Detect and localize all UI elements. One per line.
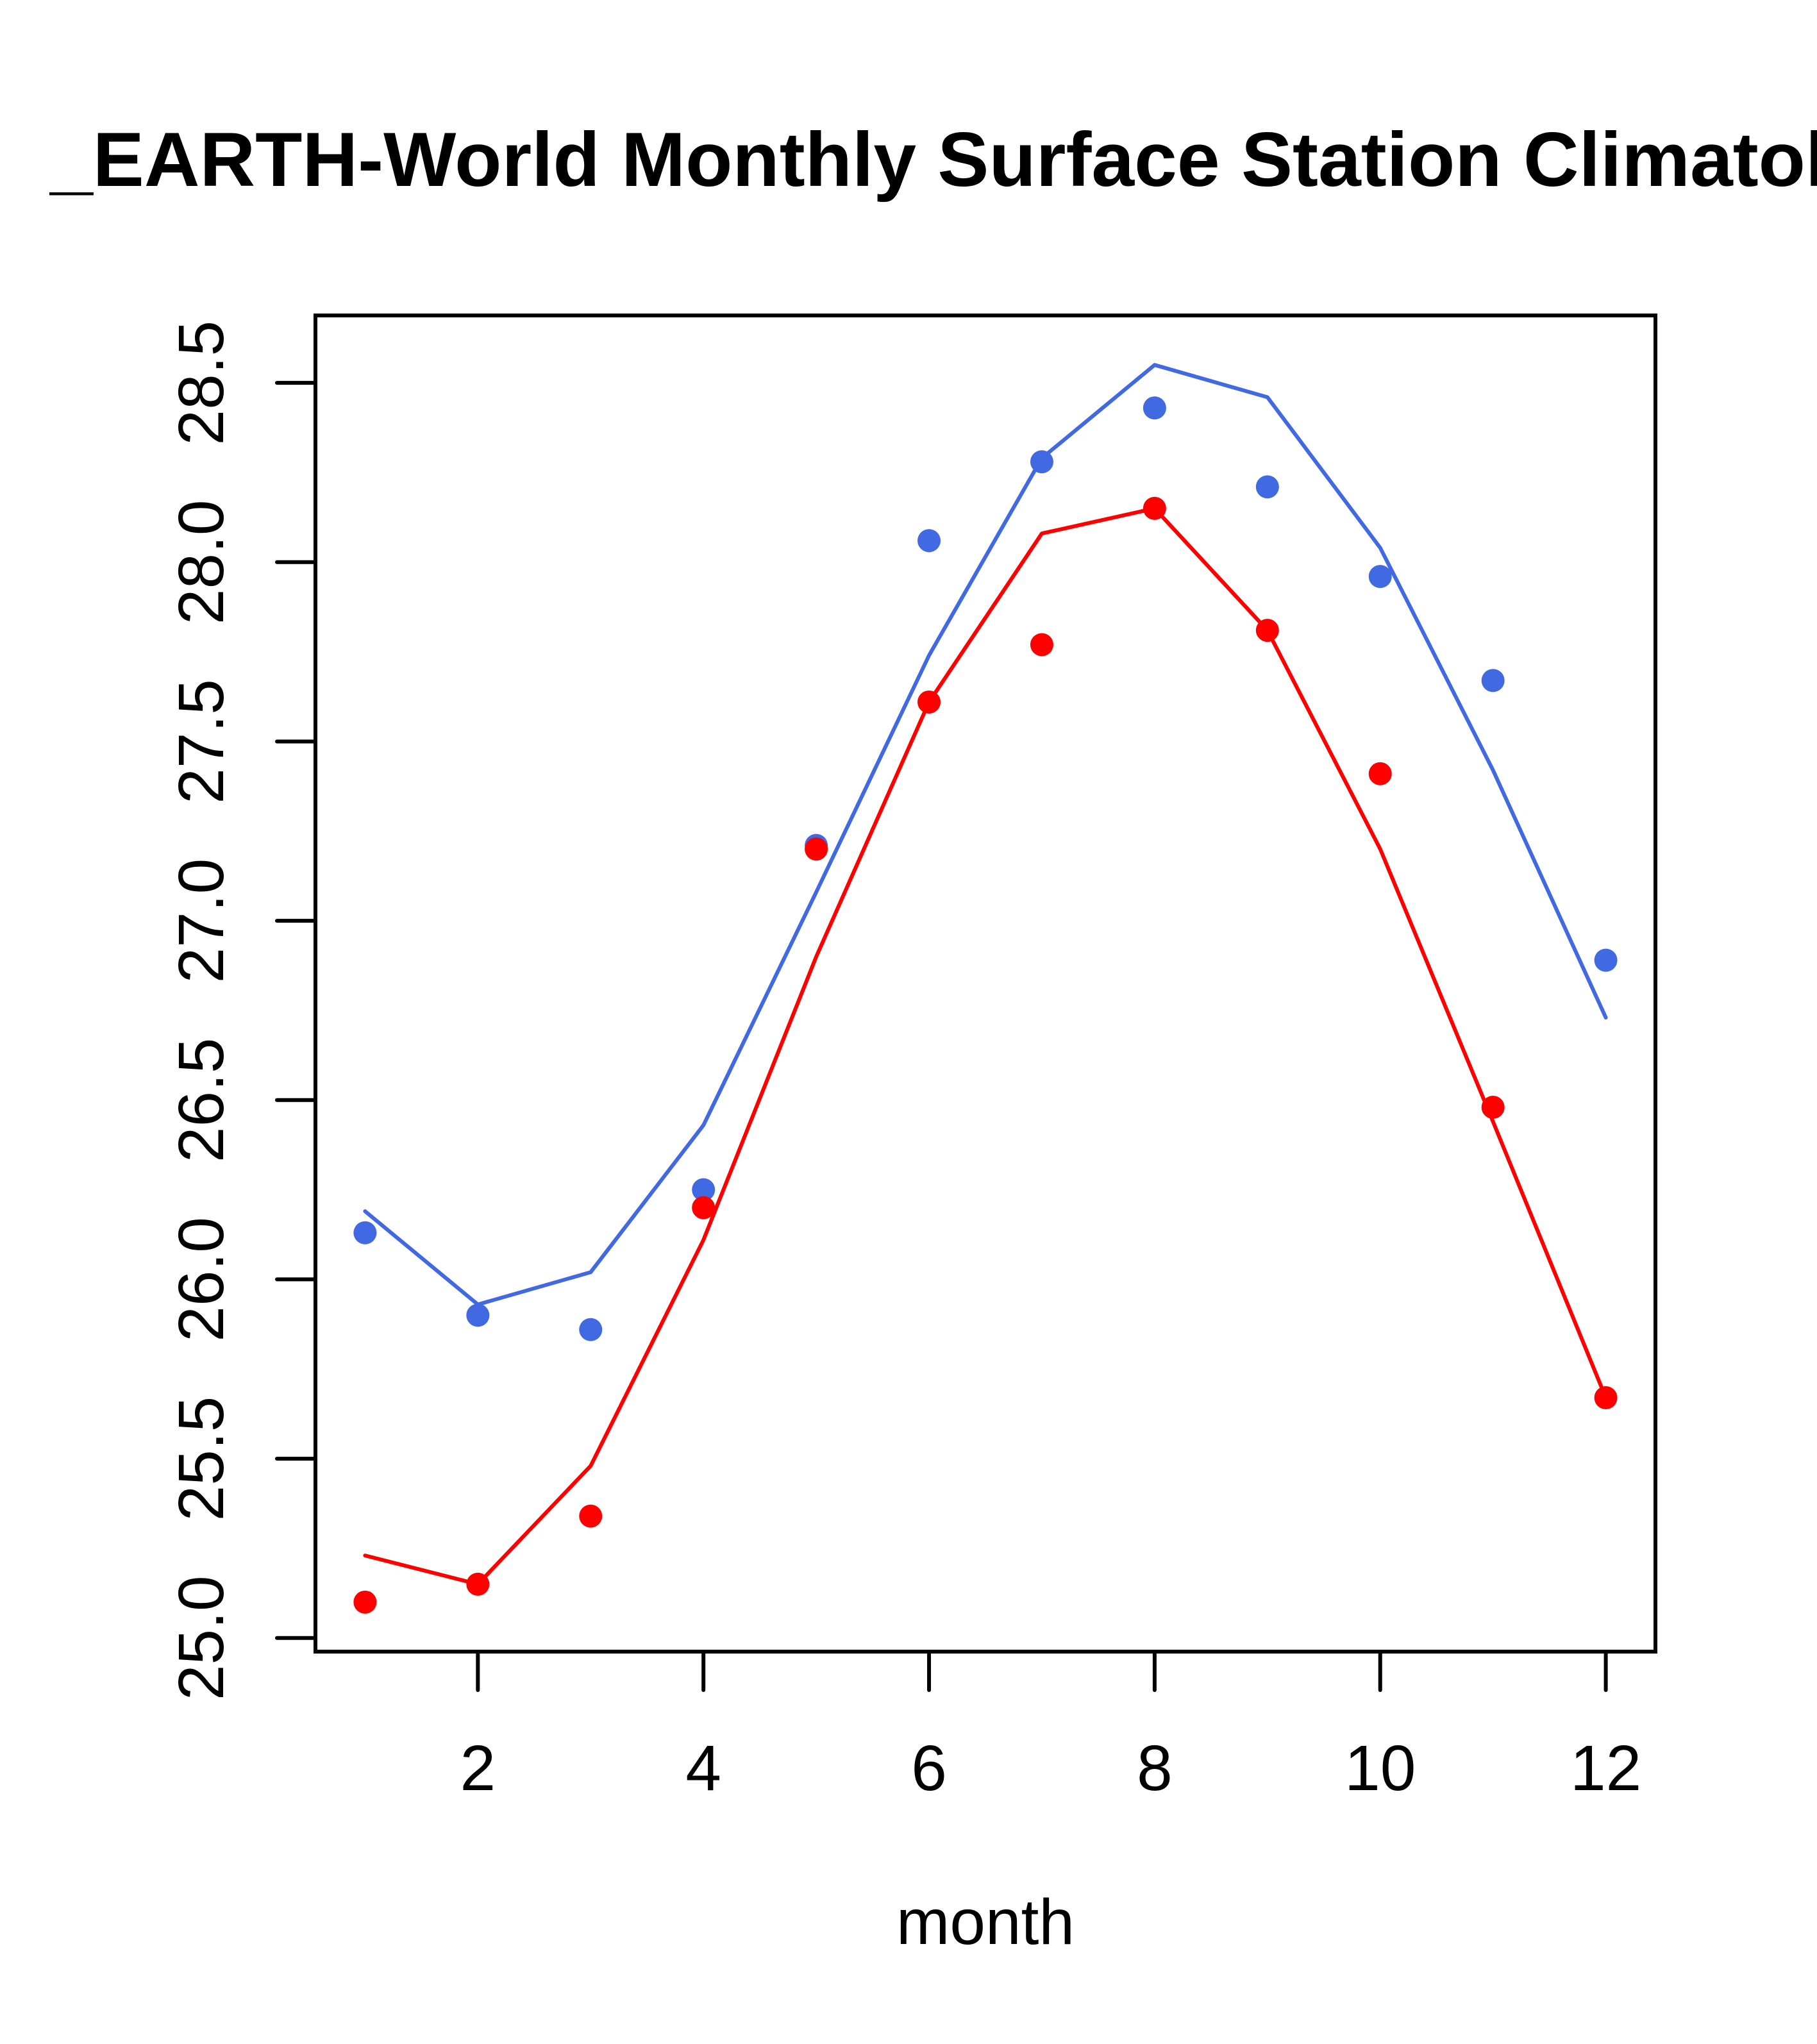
y-tick-label: 26.5 [165,1037,237,1162]
series-layer [353,363,1618,1614]
blue-point-month-1 [353,1221,377,1244]
x-axis: 2 4 6 8 10 12 [460,1650,1641,1804]
blue-point-month-8 [1143,396,1166,420]
blue-point-month-12 [1594,948,1618,972]
red-point-month-7 [1030,633,1053,657]
x-tick-label: 8 [1137,1732,1173,1804]
blue-line [363,363,1608,1307]
blue-point-month-2 [466,1303,490,1327]
red-point-month-9 [1255,619,1279,642]
y-tick-label: 26.0 [165,1217,237,1342]
x-tick-label: 6 [911,1732,947,1804]
blue-point-month-10 [1368,565,1392,589]
plot-frame [314,314,1657,1654]
red-point-month-8 [1143,496,1166,520]
red-point-month-11 [1481,1095,1505,1119]
blue-point-month-11 [1481,669,1505,692]
x-axis-label: month [896,1886,1075,1958]
blue-point-month-3 [579,1318,603,1341]
blue-point-month-4 [692,1178,716,1202]
x-tick-label: 2 [460,1732,496,1804]
red-point-month-4 [692,1196,716,1219]
y-axis: 25.0 25.5 26.0 26.5 27.0 27.5 28.0 28.5 [165,321,317,1700]
y-tick-label: 27.5 [165,679,237,804]
blue-point-month-6 [917,529,941,553]
red-point-month-10 [1368,762,1392,785]
red-point-month-2 [466,1572,490,1596]
blue-point-month-7 [1030,450,1053,474]
red-point-month-12 [1594,1386,1618,1410]
y-tick-label: 25.0 [165,1575,237,1700]
x-tick-label: 10 [1344,1732,1416,1804]
red-line [363,506,1608,1586]
red-point-month-6 [917,690,941,714]
y-tick-label: 28.5 [165,321,237,446]
blue-points [353,396,1618,1341]
chart-title: _EARTH-World Monthly Surface Station Cli… [49,117,1817,203]
red-point-month-3 [579,1504,603,1528]
x-tick-label: 12 [1570,1732,1641,1804]
x-tick-label: 4 [685,1732,721,1804]
y-tick-label: 27.0 [165,859,237,984]
red-point-month-5 [805,837,828,861]
y-tick-label: 28.0 [165,499,237,624]
blue-point-month-9 [1255,475,1279,499]
red-point-month-1 [353,1590,377,1614]
y-tick-label: 25.5 [165,1396,237,1521]
red-points [353,496,1618,1614]
